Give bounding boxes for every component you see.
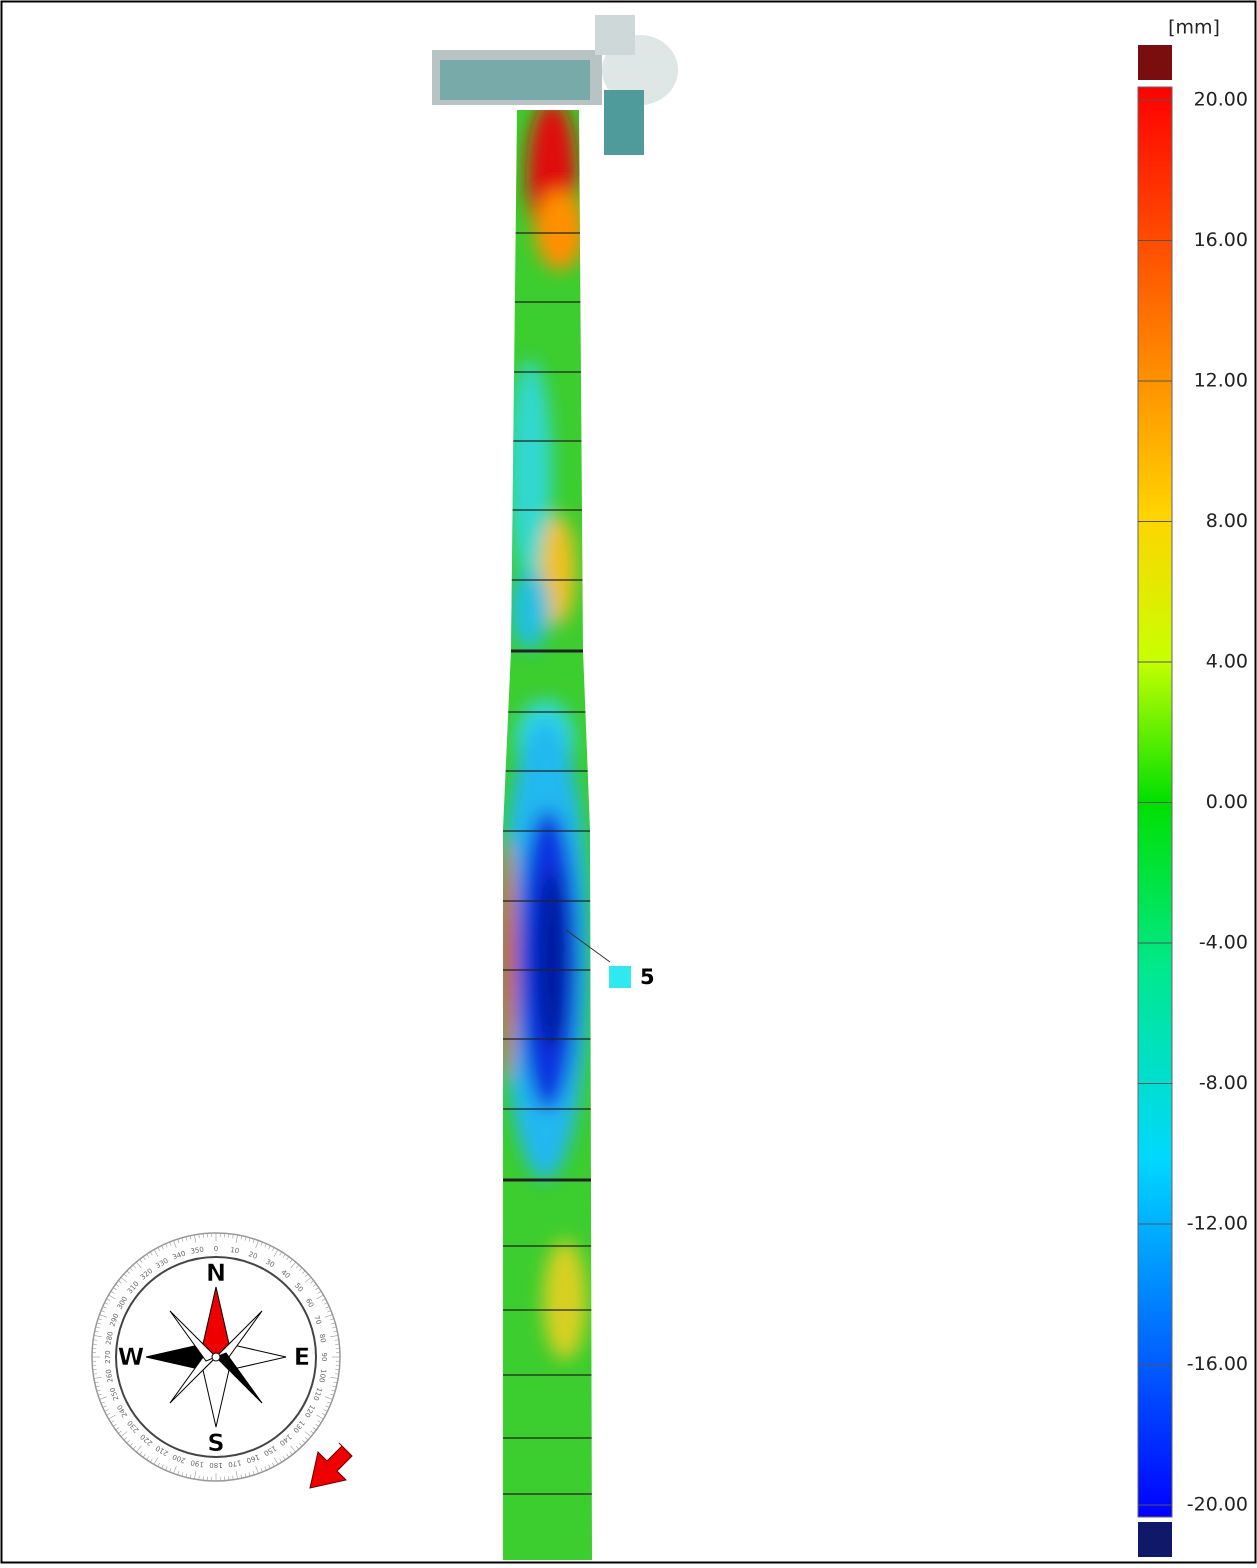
degree-label: 0 (214, 1245, 218, 1253)
east-label: E (294, 1343, 310, 1371)
tick-label: 4.00 (1206, 651, 1248, 673)
tick-label: -4.00 (1199, 932, 1248, 954)
degree-label: 180 (209, 1461, 222, 1469)
tick-label: -12.00 (1187, 1213, 1248, 1235)
tick-label: 20.00 (1194, 89, 1248, 111)
south-label: S (207, 1429, 224, 1457)
north-label: N (206, 1259, 226, 1287)
west-label: W (118, 1343, 144, 1371)
tick-label: 0.00 (1206, 791, 1248, 813)
tower (495, 100, 600, 1564)
degree-label: 270 (104, 1350, 112, 1363)
degree-label: 90 (320, 1353, 328, 1362)
degree-label: 80 (318, 1333, 327, 1343)
pivot (212, 1353, 220, 1361)
blade (604, 90, 644, 155)
over-swatch (1138, 45, 1172, 80)
tick-label: 8.00 (1206, 510, 1248, 532)
tick-label: 16.00 (1194, 229, 1248, 251)
under-swatch (1138, 1522, 1172, 1557)
marker-swatch (609, 966, 631, 988)
view-arrow (310, 1443, 352, 1488)
tick-label: -20.00 (1187, 1494, 1248, 1516)
degree-label: 10 (230, 1246, 240, 1255)
tick-label: -16.00 (1187, 1353, 1248, 1375)
tick-label: -8.00 (1199, 1072, 1248, 1094)
nacelle-shade (440, 60, 590, 100)
colorbar: [mm] 20.00 16.00 12.00 8.00 4.00 0.00 -4.00 -8.… (1138, 17, 1248, 1558)
tick-label: 12.00 (1194, 370, 1248, 392)
marker-label: 5 (640, 965, 655, 989)
unit-label: [mm] (1168, 17, 1220, 39)
blade-top (595, 15, 635, 55)
